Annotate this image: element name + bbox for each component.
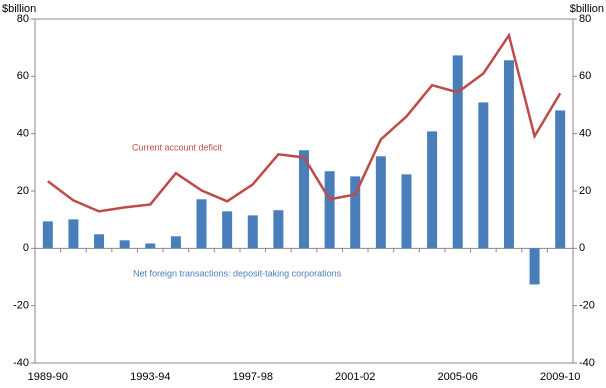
bar — [170, 236, 181, 249]
bar — [119, 240, 130, 249]
y2-tick-label: 60 — [579, 70, 591, 82]
bar — [247, 215, 258, 249]
y-tick-label: 40 — [17, 128, 29, 140]
series-annotation: Current account deficit — [132, 142, 223, 152]
y2-tick-label: 80 — [579, 13, 591, 25]
x-tick-label: 1993-94 — [130, 371, 170, 383]
series-annotation: Net foreign transactions: deposit-taking… — [133, 268, 342, 278]
bar — [299, 150, 309, 249]
bar — [350, 176, 361, 249]
bar — [375, 156, 386, 249]
y2-unit-label: $billion — [570, 3, 604, 15]
bar — [196, 199, 207, 249]
y2-tick-label: 40 — [579, 128, 591, 140]
bar — [529, 248, 540, 285]
bar — [452, 55, 463, 249]
x-tick-label: 1997-98 — [233, 371, 273, 383]
bar — [222, 211, 233, 249]
bar — [503, 60, 514, 249]
y-unit-label: $billion — [2, 3, 36, 15]
x-tick-label: 1989-90 — [28, 371, 68, 383]
bar — [401, 174, 412, 249]
bar — [145, 243, 156, 249]
line — [47, 32, 562, 213]
x-tick-label: 2005-06 — [438, 371, 478, 383]
bar — [273, 210, 284, 249]
bar — [94, 234, 105, 249]
y-tick-label: -20 — [13, 300, 29, 312]
y2-tick-label: -20 — [579, 300, 595, 312]
y2-tick-label: -40 — [579, 357, 595, 369]
bar — [427, 131, 438, 249]
bar — [555, 110, 566, 249]
bar — [324, 171, 335, 249]
y2-tick-label: 0 — [579, 242, 585, 254]
y-tick-label: 20 — [17, 185, 29, 197]
bar — [42, 221, 53, 249]
x-tick-label: 2001-02 — [335, 371, 375, 383]
bar — [478, 102, 489, 249]
y-tick-label: 0 — [23, 242, 29, 254]
bar — [68, 219, 79, 249]
x-tick-label: 2009-10 — [540, 371, 580, 383]
y2-tick-label: 20 — [579, 185, 591, 197]
y-tick-label: 60 — [17, 70, 29, 82]
y-tick-label: -40 — [13, 357, 29, 369]
y-tick-label: 80 — [17, 13, 29, 25]
